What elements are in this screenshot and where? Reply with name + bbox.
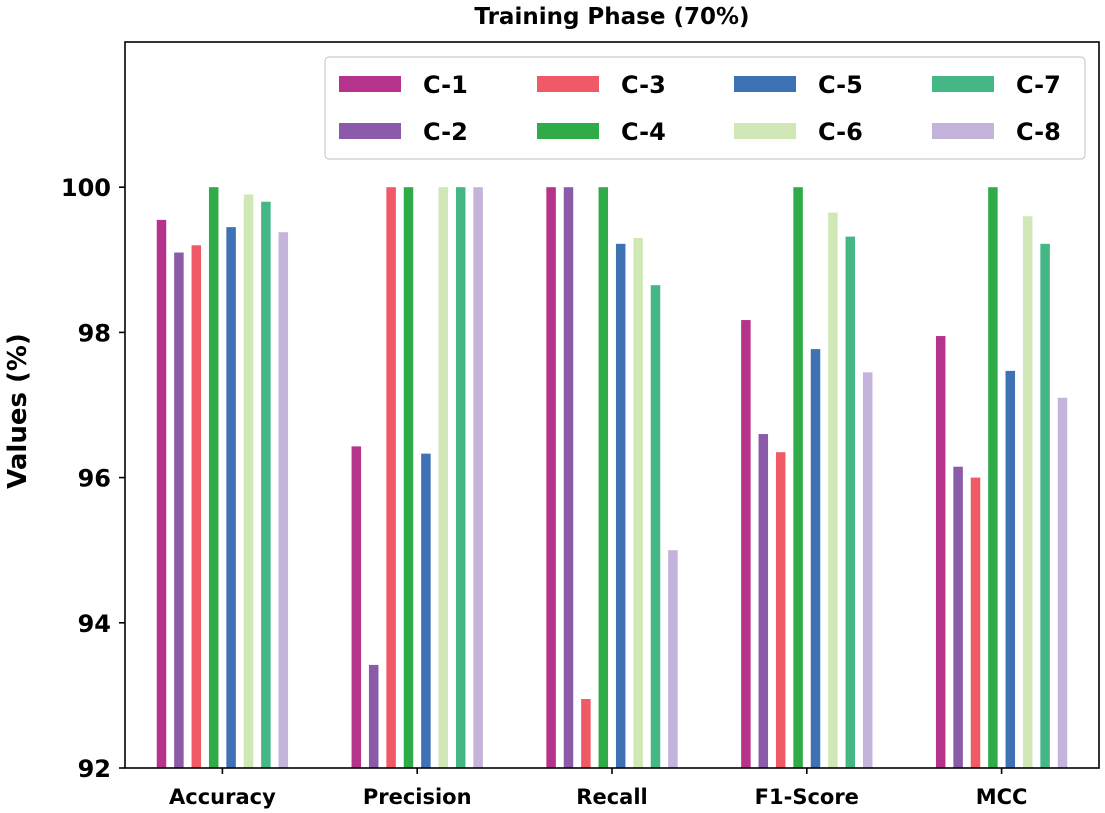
legend-swatch-c-6 xyxy=(734,123,796,139)
bar-c-7-mcc xyxy=(1040,243,1050,768)
legend-swatch-c-3 xyxy=(537,76,599,92)
bar-c-4-precision xyxy=(403,187,414,768)
bar-c-3-accuracy xyxy=(191,245,202,768)
y-tick-label: 96 xyxy=(78,465,111,493)
bar-c-6-f1-score xyxy=(828,212,838,769)
bar-c-4-mcc xyxy=(988,187,998,768)
bar-c-8-f1-score xyxy=(862,372,873,768)
bar-c-5-accuracy xyxy=(226,227,236,768)
bar-c-7-recall xyxy=(650,285,661,768)
bar-c-3-f1-score xyxy=(775,452,786,768)
legend-swatch-c-2 xyxy=(339,123,401,139)
bar-c-8-accuracy xyxy=(278,232,289,768)
bar-c-5-mcc xyxy=(1005,370,1016,768)
legend-label-c-7: C-7 xyxy=(1016,71,1061,99)
bar-c-3-precision xyxy=(386,187,396,768)
bar-c-1-mcc xyxy=(935,336,946,768)
legend: C-1 C-2 C-3 C-4 C-5 C-6 C-7 C-8 xyxy=(324,56,1086,160)
bar-c-7-f1-score xyxy=(845,236,856,768)
x-tick-label: Recall xyxy=(576,785,647,809)
bar-c-6-recall xyxy=(633,238,643,768)
bar-c-1-accuracy xyxy=(156,219,167,768)
legend-label-c-6: C-6 xyxy=(818,118,863,146)
bar-c-5-precision xyxy=(421,453,431,768)
bar-c-5-f1-score xyxy=(810,349,821,768)
y-tick-label: 100 xyxy=(61,174,111,202)
bar-c-4-recall xyxy=(598,187,609,768)
legend-label-c-1: C-1 xyxy=(423,71,468,99)
bar-c-2-recall xyxy=(563,187,574,768)
bar-c-7-accuracy xyxy=(261,201,271,769)
legend-swatch-c-7 xyxy=(932,76,994,92)
legend-label-c-5: C-5 xyxy=(818,71,863,99)
legend-box xyxy=(324,56,1086,160)
legend-label-c-4: C-4 xyxy=(621,118,666,146)
x-tick-label: MCC xyxy=(976,785,1028,809)
bar-c-8-mcc xyxy=(1057,397,1068,768)
chart-title: Training Phase (70%) xyxy=(474,4,749,30)
bar-c-6-accuracy xyxy=(243,194,254,768)
y-tick-label: 92 xyxy=(78,755,111,783)
bar-c-4-accuracy xyxy=(208,187,219,768)
y-axis-label: Values (%) xyxy=(3,333,33,489)
legend-swatch-c-8 xyxy=(932,123,994,139)
bar-c-7-precision xyxy=(455,187,466,768)
bar-c-3-mcc xyxy=(970,477,981,768)
y-axis-ticks: 92 94 96 98 100 xyxy=(61,174,125,783)
bar-c-6-precision xyxy=(438,187,449,768)
bar-c-8-recall xyxy=(668,550,678,768)
bar-c-1-f1-score xyxy=(741,320,751,768)
x-axis-ticks: Accuracy Precision Recall F1-Score MCC xyxy=(169,768,1027,809)
bar-c-8-precision xyxy=(473,187,483,768)
bar-c-1-recall xyxy=(546,187,556,768)
legend-swatch-c-5 xyxy=(734,76,796,92)
bar-c-6-mcc xyxy=(1022,216,1033,769)
bar-c-5-recall xyxy=(615,243,626,768)
legend-swatch-c-4 xyxy=(537,123,599,139)
bar-c-2-precision xyxy=(368,664,379,768)
legend-label-c-3: C-3 xyxy=(621,71,666,99)
x-tick-label: Accuracy xyxy=(169,785,276,809)
y-tick-label: 94 xyxy=(78,610,111,638)
bar-c-1-precision xyxy=(351,446,362,768)
x-tick-label: F1-Score xyxy=(755,785,859,809)
bar-c-2-mcc xyxy=(953,466,963,768)
legend-swatch-c-1 xyxy=(339,76,401,92)
y-tick-label: 98 xyxy=(78,319,111,347)
bar-c-4-f1-score xyxy=(793,187,803,768)
legend-label-c-2: C-2 xyxy=(423,118,468,146)
x-tick-label: Precision xyxy=(363,785,472,809)
legend-label-c-8: C-8 xyxy=(1016,118,1061,146)
bar-c-3-recall xyxy=(581,699,591,768)
bar-c-2-f1-score xyxy=(758,434,769,768)
bars-group xyxy=(156,187,1068,769)
bar-c-2-accuracy xyxy=(174,252,184,769)
